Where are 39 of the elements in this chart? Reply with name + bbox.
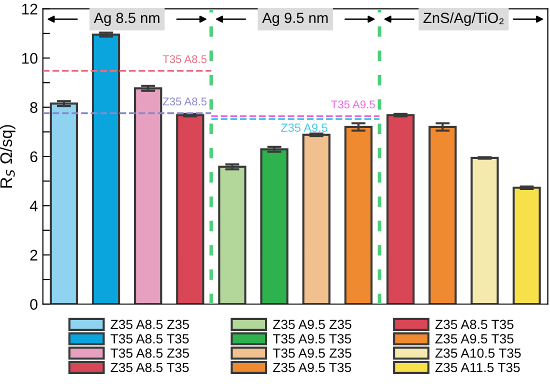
bar <box>344 126 373 304</box>
bar <box>386 114 415 304</box>
text: Z35 A8.5 T35 <box>110 362 189 372</box>
y-tick-label: 8 <box>30 102 38 113</box>
bar <box>302 134 330 304</box>
text: Z35 A9.5 T35 <box>435 334 514 344</box>
bar <box>134 87 162 304</box>
y-tick-label: 12 <box>22 4 38 14</box>
bar <box>260 148 288 304</box>
annotation: Ag 9.5 nm <box>262 12 328 26</box>
annotation: Ag 8.5 nm <box>94 12 160 26</box>
text: T35 A9.5 Z35 <box>272 348 352 358</box>
y-tick-label: 6 <box>30 151 38 162</box>
ref-line-label: Z35 A9.5 <box>281 124 328 132</box>
text: Z35 A8.5 T35 <box>435 320 514 330</box>
text: Z35 A9.5 Z35 <box>273 320 352 330</box>
ref-line-label: Z35 A8.5 <box>162 98 207 106</box>
y-axis-title: R$_{S}$ Ω/sq) <box>0 125 16 188</box>
y-tick-label: 0 <box>30 298 38 310</box>
text: Z35 A10.5 T35 <box>435 348 521 358</box>
bar <box>218 166 246 304</box>
annotation: ZnS/Ag/TiO₂ <box>423 12 504 26</box>
bar <box>50 102 78 304</box>
bar <box>512 186 541 304</box>
bar <box>92 34 120 304</box>
text: Z35 A8.5 Z35 <box>110 320 189 330</box>
text: Z35 A9.5 T35 <box>273 362 352 372</box>
bar <box>470 156 499 304</box>
y-tick-label: 10 <box>22 52 38 64</box>
text: T35 A8.5 Z35 <box>110 348 189 358</box>
text: T35 A8.5 T35 <box>110 334 189 344</box>
y-tick-label: 2 <box>30 250 38 260</box>
text: Z35 A11.5 T35 <box>435 362 520 372</box>
bar <box>176 114 204 304</box>
ref-line-label: T35 A9.5 <box>331 100 375 108</box>
ref-line-label: T35 A8.5 <box>162 55 207 64</box>
bar <box>428 126 457 304</box>
text: T35 A9.5 T35 <box>272 334 352 344</box>
y-tick-label: 4 <box>30 200 38 212</box>
